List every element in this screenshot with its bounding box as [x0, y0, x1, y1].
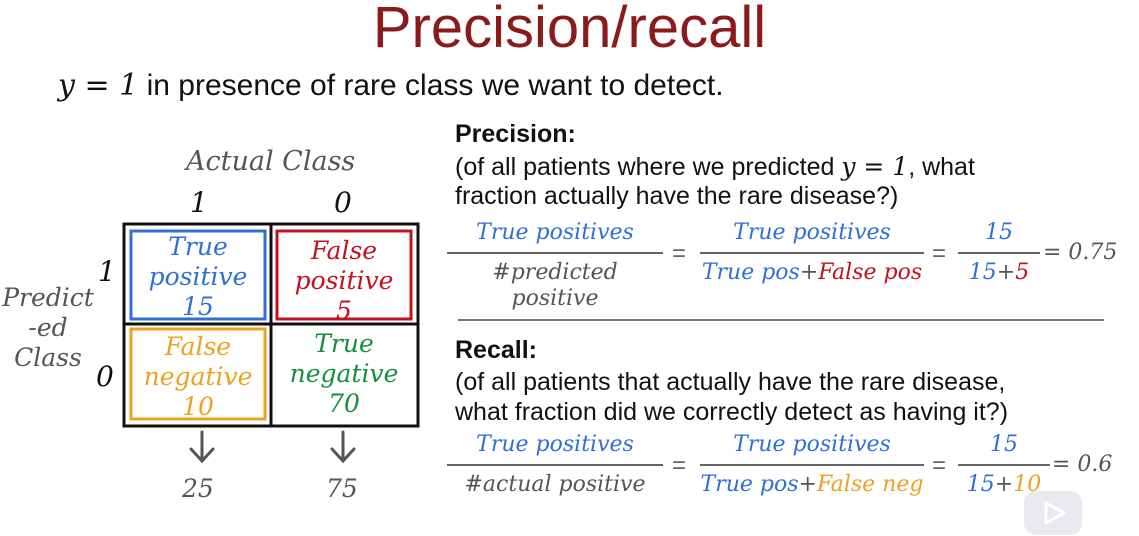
recall-f1-numerator: True positives — [476, 432, 634, 457]
cell-fp-line2: positive — [294, 266, 394, 295]
recall-f1-denominator: #actual positive — [464, 472, 646, 497]
cell-tn-line2: negative — [289, 359, 399, 388]
predicted-label-line-1: Predict — [2, 283, 94, 312]
subtitle-math: y = 1 — [58, 68, 139, 103]
precision-f1-denominator: #predicted positive — [492, 260, 618, 311]
recall-fraction-2: True positives True pos+False neg — [700, 432, 924, 498]
recall-description-line1: (of all patients that actually have the … — [455, 368, 1006, 396]
precision-f3-den-a: 15 — [968, 260, 997, 285]
cell-fn-count: 10 — [182, 392, 214, 421]
recall-equals-2: = — [932, 452, 947, 479]
precision-heading: Precision: — [455, 120, 576, 148]
predicted-label-line-2: -ed — [28, 313, 68, 342]
cell-tp-line2: positive — [148, 262, 248, 291]
predicted-class-label: Predict -ed Class — [0, 283, 96, 373]
cell-fn-line1: False — [164, 332, 232, 361]
precision-description-line2: fraction actually have the rare disease?… — [455, 182, 899, 210]
precision-fraction-1: True positives #predicted positive — [447, 220, 663, 312]
precision-f1-numerator: True positives — [476, 220, 634, 245]
recall-f3-den-plus: + — [994, 472, 1014, 497]
precision-result: = 0.75 — [1043, 240, 1118, 265]
precision-equals-1: = — [672, 240, 687, 267]
subtitle-text: in presence of rare class we want to det… — [138, 69, 724, 102]
column-total-0: 75 — [326, 474, 358, 503]
cell-tp-line1: True — [168, 232, 228, 261]
actual-class-label: Actual Class — [186, 146, 356, 177]
arrow-down-icon — [330, 430, 356, 464]
precision-f3-den-b: 5 — [1015, 260, 1030, 285]
precision-f2-numerator: True positives — [733, 220, 891, 245]
recall-fraction-3: 15 15+10 — [958, 432, 1050, 498]
predicted-label-line-3: Class — [14, 343, 82, 372]
recall-f3-den-a: 15 — [966, 472, 995, 497]
play-icon[interactable] — [1024, 491, 1082, 535]
predicted-0-label: 0 — [96, 360, 114, 393]
slide-subtitle: y = 1 in presence of rare class we want … — [58, 68, 724, 103]
cell-false-negative: False negative 10 — [131, 332, 265, 422]
recall-heading: Recall: — [455, 336, 537, 364]
arrow-down-icon — [189, 430, 215, 464]
recall-f3-numerator: 15 — [990, 432, 1018, 457]
recall-result: = 0.6 — [1052, 452, 1113, 477]
column-total-1: 25 — [182, 474, 214, 503]
precision-f3-den-plus: + — [996, 260, 1016, 285]
cell-fp-count: 5 — [336, 296, 352, 325]
actual-1-label: 1 — [190, 186, 208, 219]
recall-f2-numerator: True positives — [733, 432, 891, 457]
recall-f2-den-tp: True pos — [700, 472, 799, 497]
precision-fraction-3: 15 15+5 — [958, 220, 1040, 286]
cell-true-negative: True negative 70 — [277, 329, 411, 419]
precision-desc-math: y = 1 — [841, 152, 909, 181]
slide-title: Precision/recall — [372, 0, 767, 60]
precision-f2-den-fp: False pos — [818, 260, 923, 285]
precision-f3-numerator: 15 — [985, 220, 1013, 245]
recall-fraction-1: True positives #actual positive — [447, 432, 663, 498]
precision-description-line1: (of all patients where we predicted y = … — [455, 152, 975, 182]
recall-f2-den-fn: False neg — [816, 472, 924, 497]
cell-fn-line2: negative — [143, 362, 253, 391]
precision-desc-text-a: (of all patients where we predicted — [455, 153, 842, 181]
cell-tp-count: 15 — [182, 292, 214, 321]
precision-fraction-2: True positives True pos+False pos — [700, 220, 924, 286]
recall-f2-den-plus: + — [798, 472, 817, 497]
recall-equals-1: = — [672, 452, 687, 479]
cell-false-positive: False positive 5 — [277, 236, 411, 326]
cell-fp-line1: False — [310, 236, 378, 265]
precision-f2-den-tp: True pos — [701, 260, 800, 285]
recall-description-line2: what fraction did we correctly detect as… — [455, 398, 1009, 426]
predicted-1-label: 1 — [98, 255, 116, 288]
cell-tn-count: 70 — [328, 389, 360, 418]
actual-0-label: 0 — [334, 186, 352, 219]
cell-true-positive: True positive 15 — [131, 232, 265, 322]
cell-tn-line1: True — [314, 329, 374, 358]
precision-f2-den-plus: + — [799, 260, 819, 285]
precision-desc-text-b: , what — [908, 153, 975, 181]
precision-equals-2: = — [932, 240, 947, 267]
